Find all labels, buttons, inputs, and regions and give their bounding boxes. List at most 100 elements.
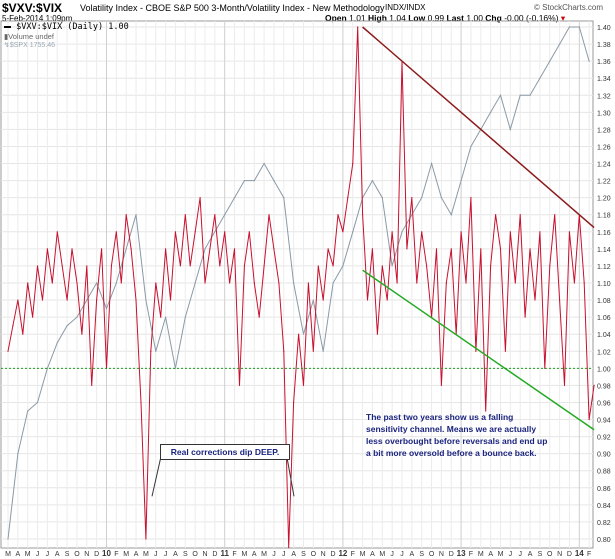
data-point — [539, 231, 541, 233]
data-point — [71, 248, 73, 250]
x-tick-label: D — [449, 551, 454, 558]
annotation-corrections: Real corrections dip DEEP. — [160, 444, 290, 460]
data-point — [396, 282, 398, 284]
x-tick-label: F — [351, 551, 355, 558]
data-point — [253, 282, 255, 284]
x-tick-label: M — [261, 551, 267, 558]
data-point — [362, 214, 364, 216]
data-point — [312, 350, 314, 352]
y-tick-label: 1.04 — [597, 332, 611, 339]
data-point — [110, 265, 113, 267]
data-point — [199, 197, 201, 199]
legend-main-label: $VXV:$VIX (Daily) 1.00 — [16, 22, 129, 32]
x-tick-label: A — [291, 551, 296, 558]
y-tick-label: 0.90 — [597, 452, 611, 459]
data-point — [105, 307, 108, 310]
x-tick-label: 10 — [102, 549, 111, 558]
data-point — [248, 231, 250, 233]
y-tick-label: 1.22 — [597, 179, 611, 186]
data-point — [184, 214, 186, 216]
data-point — [160, 316, 162, 318]
data-point — [263, 162, 265, 165]
spx-series-line — [7, 26, 590, 540]
data-point — [238, 384, 241, 386]
legend-overlay: ↯$SPX 1755.46 — [4, 41, 55, 49]
data-point — [352, 162, 354, 165]
data-point — [17, 453, 19, 455]
data-point — [465, 282, 467, 284]
data-point — [568, 26, 571, 28]
x-tick-label: O — [429, 551, 435, 558]
data-point — [381, 265, 383, 267]
x-tick-label: O — [192, 551, 198, 558]
data-point — [214, 214, 216, 216]
data-point — [366, 299, 369, 301]
x-tick-label: F — [232, 551, 236, 558]
data-point — [450, 214, 452, 216]
data-point — [435, 248, 438, 250]
x-tick-label: J — [518, 551, 522, 558]
data-point — [283, 197, 285, 199]
data-point — [135, 214, 137, 216]
x-tick-label: J — [400, 551, 404, 558]
x-tick-label: J — [164, 551, 168, 558]
x-tick-label: F — [469, 551, 473, 558]
data-point — [41, 299, 44, 301]
chart-symbol: $VXV:$VIX — [2, 1, 63, 15]
data-point — [573, 282, 575, 284]
data-point — [258, 316, 260, 318]
annotation-channel: The past two years show us a falling sen… — [366, 412, 548, 458]
data-point — [174, 231, 177, 233]
y-tick-label: 1.32 — [597, 93, 611, 100]
data-point — [140, 401, 142, 404]
y-tick-label: 0.84 — [597, 503, 611, 510]
data-point — [401, 231, 403, 233]
data-point — [509, 128, 511, 130]
data-point — [559, 299, 561, 301]
data-point — [391, 231, 393, 233]
data-point — [376, 333, 378, 335]
data-point — [563, 384, 566, 386]
data-point — [430, 162, 433, 165]
data-point — [416, 282, 418, 284]
x-tick-label: J — [282, 551, 286, 558]
data-point — [539, 77, 541, 79]
x-tick-label: N — [557, 551, 562, 558]
data-point — [278, 282, 280, 284]
data-point — [357, 26, 359, 28]
data-point — [327, 248, 329, 250]
data-point — [499, 94, 502, 96]
data-point — [568, 231, 571, 233]
data-point — [263, 265, 265, 267]
data-point — [559, 43, 561, 45]
data-point — [307, 282, 310, 284]
data-point — [86, 299, 88, 301]
x-tick-label: M — [478, 551, 484, 558]
open-value: 1.01 — [349, 13, 366, 23]
data-point — [36, 401, 39, 404]
data-point — [470, 145, 472, 148]
data-point — [406, 248, 408, 250]
data-point — [96, 299, 98, 301]
data-point — [504, 350, 507, 352]
down-arrow-icon: ▾ — [560, 13, 566, 23]
data-point — [12, 325, 14, 327]
open-label: Open — [325, 13, 347, 23]
chart-date: 5-Feb-2014 1:09pm — [2, 14, 73, 23]
data-point — [302, 384, 305, 386]
y-tick-label: 1.00 — [597, 366, 611, 373]
x-tick-label: A — [55, 551, 60, 558]
data-point — [155, 350, 157, 352]
data-point — [391, 265, 393, 267]
data-point — [204, 248, 206, 250]
x-tick-label: A — [528, 551, 533, 558]
x-tick-label: J — [390, 551, 394, 558]
x-tick-label: F — [587, 551, 591, 558]
data-point — [17, 299, 19, 301]
data-point — [115, 231, 117, 233]
data-point — [268, 214, 270, 216]
x-tick-label: S — [65, 551, 70, 558]
data-point — [371, 179, 374, 182]
x-tick-label: D — [331, 551, 336, 558]
data-point — [174, 367, 177, 369]
